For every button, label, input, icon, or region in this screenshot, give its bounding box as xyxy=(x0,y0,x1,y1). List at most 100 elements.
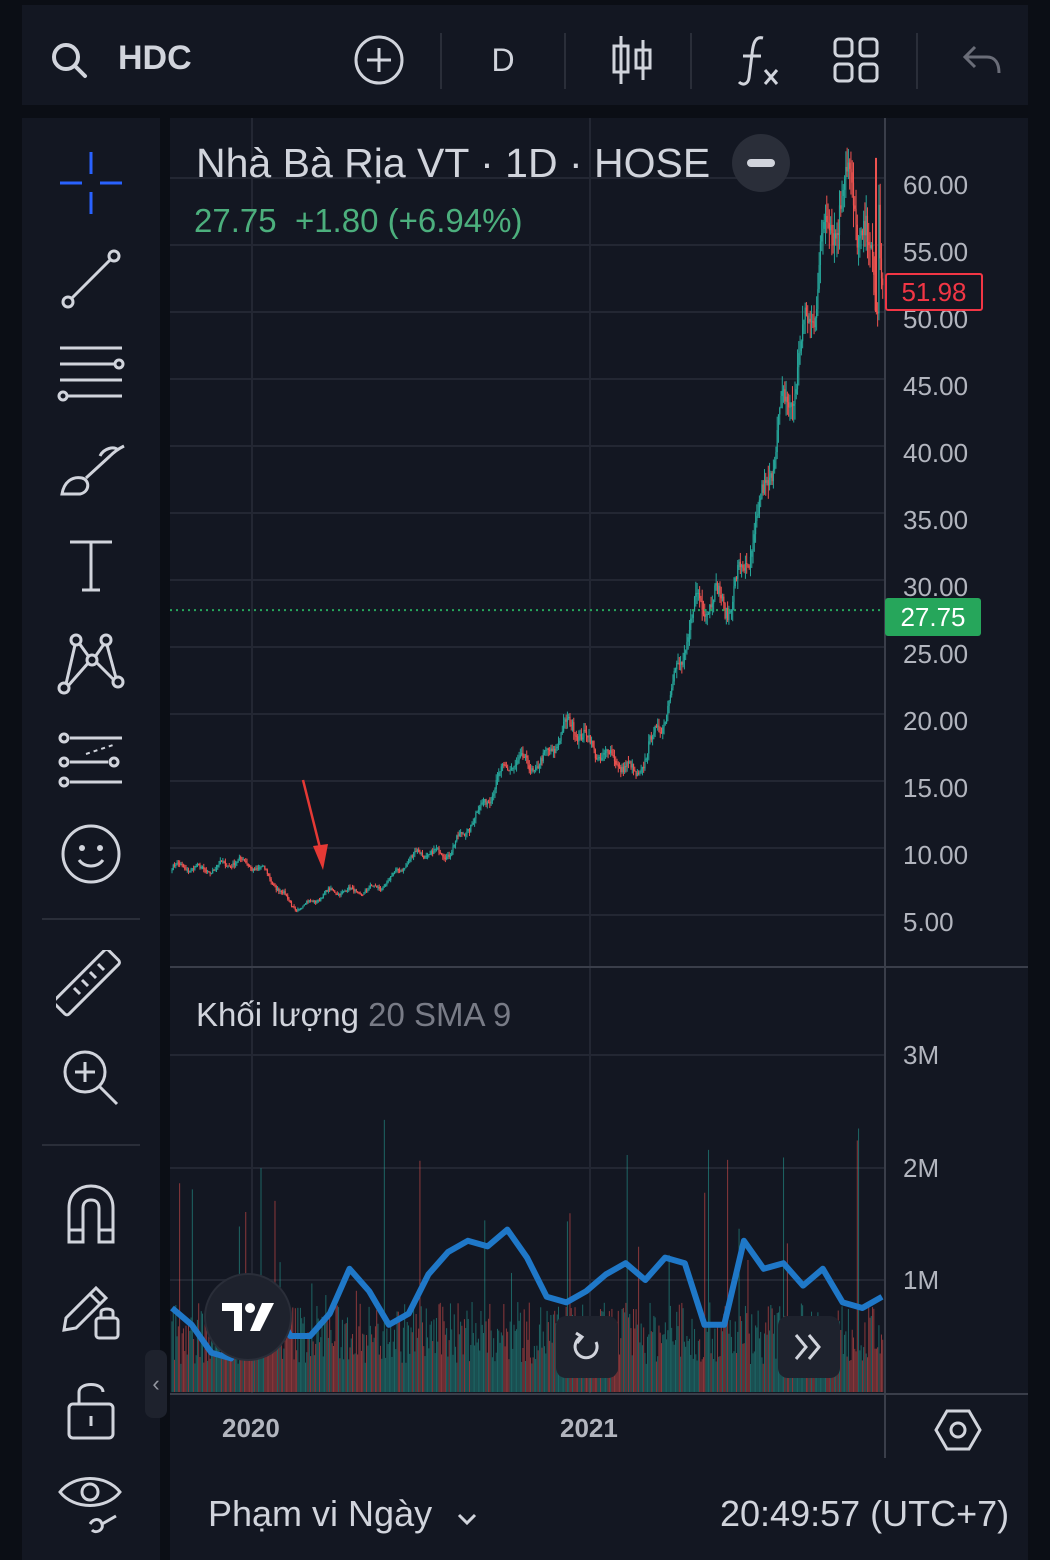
unlock-icon[interactable] xyxy=(22,1376,160,1442)
candle-body xyxy=(316,901,318,903)
candle-body xyxy=(453,845,455,847)
ruler-icon[interactable] xyxy=(22,950,160,1020)
volume-legend[interactable]: Khối lượng 20 SMA 9 xyxy=(196,996,511,1034)
candle-body xyxy=(465,834,467,836)
add-compare-icon[interactable] xyxy=(350,27,408,93)
candle-body xyxy=(379,888,382,890)
prediction-icon[interactable] xyxy=(22,728,160,794)
candle-body xyxy=(173,864,176,866)
candle-body xyxy=(396,868,398,870)
candle-body xyxy=(855,208,857,225)
candle-body xyxy=(845,166,847,179)
pattern-icon[interactable] xyxy=(22,630,160,696)
candle-body xyxy=(652,736,654,740)
collapse-legend-button[interactable] xyxy=(732,134,790,192)
collapse-toolbar-button[interactable]: ‹ xyxy=(145,1350,167,1418)
zoom-in-icon[interactable] xyxy=(22,1046,160,1110)
candle-body xyxy=(204,869,206,871)
candle-body xyxy=(224,861,226,866)
lock-drawing-icon[interactable] xyxy=(22,1278,160,1344)
legend-last: 27.75 xyxy=(194,202,277,239)
candle-body xyxy=(448,854,450,858)
candle-body xyxy=(301,907,303,909)
text-icon[interactable] xyxy=(22,536,160,596)
candle-body xyxy=(713,599,715,604)
candle-body xyxy=(774,460,776,470)
chart-canvas[interactable] xyxy=(170,118,1028,1560)
candle-body xyxy=(345,890,347,892)
candle-body xyxy=(541,758,543,762)
undo-icon[interactable] xyxy=(956,27,1006,93)
fib-levels-icon[interactable] xyxy=(22,340,160,406)
candle-body xyxy=(442,854,444,857)
crosshair-icon[interactable] xyxy=(22,150,160,216)
candle-body xyxy=(470,825,472,832)
candle-body xyxy=(505,766,507,768)
candle-body xyxy=(449,855,452,858)
candle-body xyxy=(201,866,204,868)
candle-body xyxy=(392,872,394,876)
candle-body xyxy=(398,870,401,872)
settings-icon[interactable] xyxy=(934,1408,982,1457)
candle-body xyxy=(264,865,266,869)
candle-body xyxy=(261,866,263,868)
candle-body xyxy=(421,853,424,856)
candle-body xyxy=(297,909,299,911)
magnet-icon[interactable] xyxy=(22,1182,160,1246)
candle-body xyxy=(724,603,726,619)
top-toolbar: HDC D xyxy=(22,5,1028,105)
candle-body xyxy=(460,832,462,834)
candle-body xyxy=(627,762,630,764)
candle-body xyxy=(226,865,228,867)
candle-body xyxy=(547,748,549,750)
candle-body xyxy=(833,233,836,246)
brush-icon[interactable] xyxy=(22,438,160,504)
trend-line-icon[interactable] xyxy=(22,246,160,312)
candle-body xyxy=(816,308,818,319)
candle-body xyxy=(432,851,434,854)
tradingview-logo[interactable] xyxy=(204,1273,292,1361)
clock-timezone[interactable]: 20:49:57 (UTC+7) xyxy=(720,1493,1010,1534)
symbol-button[interactable]: HDC xyxy=(118,39,192,77)
candle-body xyxy=(741,564,743,568)
candle-body xyxy=(524,755,527,758)
candle-body xyxy=(850,168,852,173)
candle-body xyxy=(331,888,333,891)
eye-icon[interactable] xyxy=(22,1474,160,1540)
candle-body xyxy=(786,396,788,403)
candle-body xyxy=(238,857,240,860)
candle-body xyxy=(733,586,735,602)
candle-body xyxy=(318,899,321,901)
candle-body xyxy=(508,770,510,772)
scroll-to-realtime-button[interactable] xyxy=(778,1316,840,1378)
candle-body xyxy=(533,769,535,771)
interval-button[interactable]: D xyxy=(477,27,529,93)
price-tick: 35.00 xyxy=(903,505,969,535)
candle-body xyxy=(788,402,790,408)
candle-body xyxy=(416,849,418,852)
candle-body xyxy=(710,604,712,608)
candle-body xyxy=(425,856,427,858)
emoji-icon[interactable] xyxy=(22,822,160,886)
candle-body xyxy=(690,618,692,630)
search-icon[interactable] xyxy=(44,27,94,93)
candle-body xyxy=(723,596,725,604)
candle-body xyxy=(507,767,509,771)
candle-body xyxy=(756,515,758,522)
chart-panel[interactable]: Nhà Bà Rịa VT · 1D · HOSE 27.75 +1.80 (+… xyxy=(170,118,1028,1560)
candle-body xyxy=(381,889,383,891)
legend-title[interactable]: Nhà Bà Rịa VT · 1D · HOSE xyxy=(196,140,711,186)
chevron-down-icon xyxy=(458,1513,477,1526)
candle-body xyxy=(494,789,496,795)
candle-body xyxy=(517,760,519,764)
reset-chart-button[interactable] xyxy=(556,1316,618,1378)
date-range-button[interactable]: Phạm vi Ngày xyxy=(208,1493,478,1535)
layout-icon[interactable] xyxy=(830,27,882,93)
candles-icon[interactable] xyxy=(606,27,658,93)
candle-body xyxy=(587,735,589,738)
candle-body xyxy=(573,722,575,733)
candle-body xyxy=(641,766,644,770)
candle-body xyxy=(608,752,610,754)
indicators-icon[interactable] xyxy=(728,27,788,93)
candle-body xyxy=(760,498,762,500)
